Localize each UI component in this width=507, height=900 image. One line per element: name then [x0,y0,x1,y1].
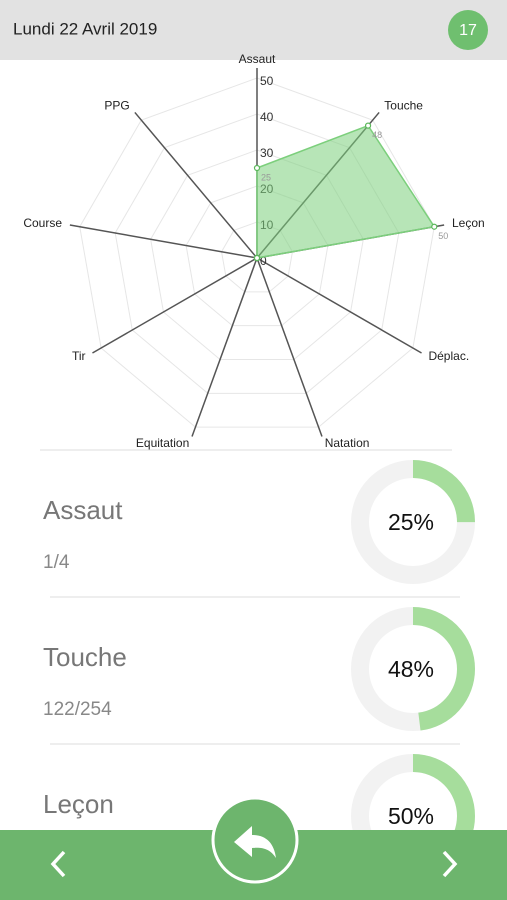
radar-point [253,164,261,172]
header-bar [0,0,507,60]
radar-area [256,124,436,259]
ring-label: 48% [388,656,434,682]
r-tick-label: 40 [260,110,274,124]
r-tick-label: 0 [260,254,267,268]
axis-label: Natation [325,436,370,450]
axis-label: Course [23,216,62,230]
stat-name: Leçon [43,789,114,819]
ring-label: 50% [388,803,434,829]
grid-ring [79,77,435,428]
header-date: Lundi 22 Avril 2019 [13,19,157,38]
badge[interactable] [448,10,488,50]
stat-name: Assaut [43,495,123,525]
reply-icon [234,826,276,858]
badge-text: 17 [459,22,477,39]
r-tick-label: 50 [260,74,274,88]
prev-button[interactable] [50,850,66,878]
ring-progress [351,460,475,584]
footer [0,796,507,900]
value-label: 25 [261,172,271,182]
ring-progress [351,607,475,731]
ring-label: 25% [388,509,434,535]
stat-name: Touche [43,642,127,672]
radar-point [253,254,261,262]
stat-fraction: 122/254 [43,699,112,720]
axis-label: Equitation [136,436,189,450]
radar-point [364,122,372,129]
axis-spoke [69,224,258,259]
axis-label: Assaut [239,52,276,66]
axis-label: Déplac. [428,349,469,363]
axis-spoke [134,111,258,259]
value-label: 50 [438,231,448,241]
radar-chart: Assaut Touche Leçon Déplac. Natation Equitati… [23,52,484,450]
axis-spoke [191,257,258,437]
radar-point [431,223,438,230]
axis-spoke [256,257,323,437]
axis-label: Touche [384,98,423,112]
axis-spoke [256,257,422,354]
axis-label: PPG [104,98,129,112]
value-label: 48 [372,130,382,140]
axis-label: Tir [72,349,86,363]
next-button[interactable] [442,850,458,878]
axis-label: Leçon [452,216,485,230]
axis-spoke [92,257,258,354]
r-tick-label: 30 [260,146,274,160]
stat-fraction: 1/4 [43,552,70,573]
